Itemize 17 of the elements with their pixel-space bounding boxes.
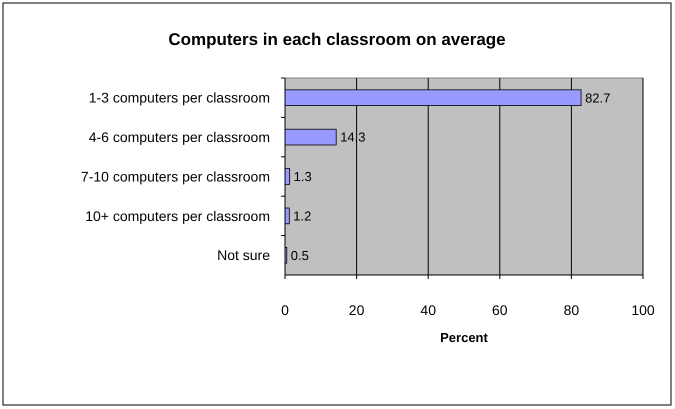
- y-tick-label: 10+ computers per classroom: [85, 208, 270, 224]
- y-tick-label: 7-10 computers per classroom: [80, 168, 270, 184]
- x-tick-label: 100: [631, 302, 655, 318]
- x-tick-label: 0: [281, 302, 290, 318]
- y-tick-label: 1-3 computers per classroom: [88, 90, 270, 106]
- data-label: 0.5: [290, 248, 309, 263]
- data-label: 1.2: [293, 208, 312, 224]
- y-tick-label: 4-6 computers per classroom: [88, 129, 270, 145]
- data-label: 1.3: [294, 169, 312, 184]
- x-axis-title: Percent: [440, 330, 489, 345]
- data-label: 82.7: [585, 90, 610, 106]
- chart-title: Computers in each classroom on average: [168, 30, 506, 49]
- x-tick-label: 40: [420, 302, 436, 318]
- x-tick-label: 80: [564, 302, 580, 318]
- x-tick-label: 20: [348, 302, 365, 318]
- x-tick-label: 60: [492, 302, 508, 318]
- y-tick-label: Not sure: [217, 247, 270, 264]
